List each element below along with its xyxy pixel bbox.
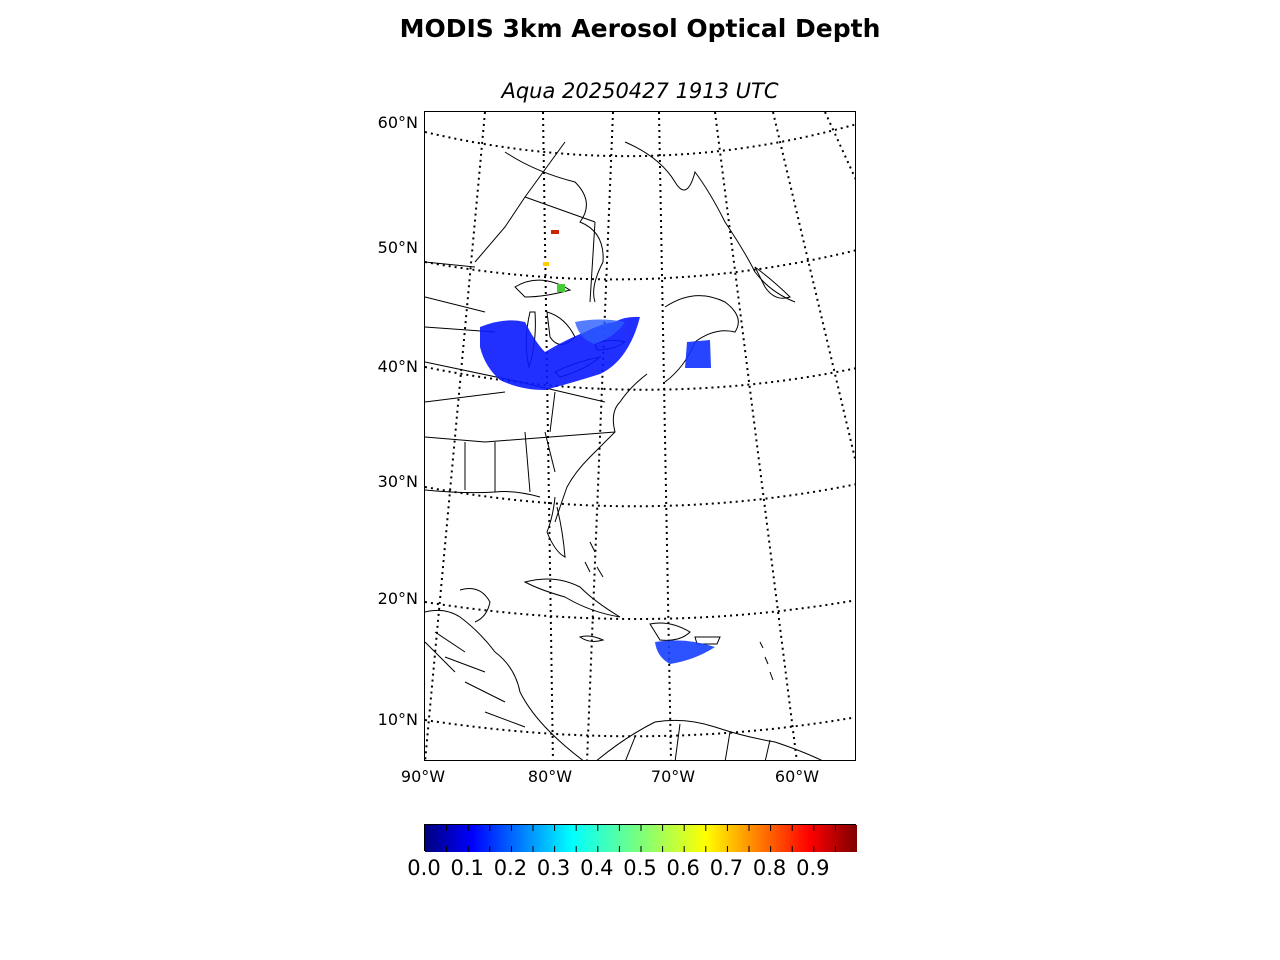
lesser-antilles [759, 641, 774, 681]
colorbar-tick-label: 0.4 [580, 856, 614, 880]
colorbar-tick-label: 0.9 [796, 856, 830, 880]
aod-hispaniola [655, 640, 715, 664]
graticule-meridians [425, 112, 855, 760]
ungava-coast [624, 141, 796, 303]
lat-label-30n: 30°N [377, 472, 418, 491]
lat-label-40n: 40°N [377, 357, 418, 376]
hispaniola-coast [649, 622, 691, 641]
south-america-borders [625, 723, 771, 760]
lon-label-70w: 70°W [650, 767, 696, 786]
colorbar-gradient [425, 825, 857, 852]
colorbar-tick-label: 0.2 [493, 856, 528, 880]
lat-label-60n: 60°N [377, 113, 418, 132]
map-canvas [425, 112, 855, 760]
parallel-30n [425, 483, 855, 508]
colorbar-tick-label: 0.8 [752, 856, 787, 880]
meridian-90w [425, 112, 486, 760]
lon-label-80w: 80°W [527, 767, 573, 786]
hudson-bay-coast [504, 151, 604, 303]
parallel-40n [425, 366, 855, 391]
puerto-rico-coast [694, 636, 721, 645]
central-america [425, 609, 584, 760]
colorbar-tick-label: 0.3 [536, 856, 571, 880]
lon-label-90w: 90°W [400, 767, 446, 786]
yucatan-coast [459, 588, 491, 623]
aod-hudson-pixels [551, 230, 559, 234]
map-panel[interactable] [424, 111, 856, 761]
south-america-coast [596, 719, 823, 760]
map-subtitle: Aqua 20250427 1913 UTC [501, 79, 779, 103]
aod-maine [685, 340, 711, 368]
meridian-55w [824, 112, 855, 181]
bahamas [584, 541, 604, 578]
colorbar-tick-label: 0.1 [450, 856, 484, 880]
meridian-60w [772, 112, 855, 463]
colorbar-tickmarks [446, 825, 836, 852]
meridian-75w [586, 112, 614, 760]
newfoundland-coast [754, 266, 791, 299]
colorbar-tick-label: 0.6 [666, 856, 700, 880]
lat-label-20n: 20°N [377, 589, 418, 608]
meridian-65w [714, 112, 798, 760]
cuba-coast [523, 578, 621, 618]
canada-borders [474, 141, 596, 303]
aod-yellow-pixels [543, 262, 549, 266]
us-east-coast [554, 373, 648, 523]
colorbar-tick-label: 0.7 [709, 856, 744, 880]
parallel-50n [425, 249, 855, 281]
coastlines [425, 141, 823, 760]
colorbar-tick-label: 0.0 [407, 856, 441, 880]
meridian-70w [658, 112, 672, 760]
florida-coast [546, 496, 566, 558]
aod-great-lakes-light [575, 319, 625, 344]
aerosol-data [480, 230, 715, 664]
maritimes-coast [664, 295, 739, 383]
state-borders [425, 261, 616, 493]
lon-label-60w: 60°W [774, 767, 820, 786]
central-america-borders [425, 631, 526, 728]
lake-superior [514, 279, 572, 298]
parallel-60n [425, 123, 855, 158]
map-title: MODIS 3km Aerosol Optical Depth [399, 14, 881, 43]
lat-label-50n: 50°N [377, 238, 418, 257]
aod-quebec-pixels [557, 284, 565, 292]
colorbar-tick-label: 0.5 [623, 856, 657, 880]
lat-label-10n: 10°N [377, 710, 418, 729]
graticule-parallels [425, 123, 855, 738]
colorbar [424, 824, 857, 852]
jamaica-coast [578, 635, 605, 642]
gulf-coast [425, 489, 541, 498]
